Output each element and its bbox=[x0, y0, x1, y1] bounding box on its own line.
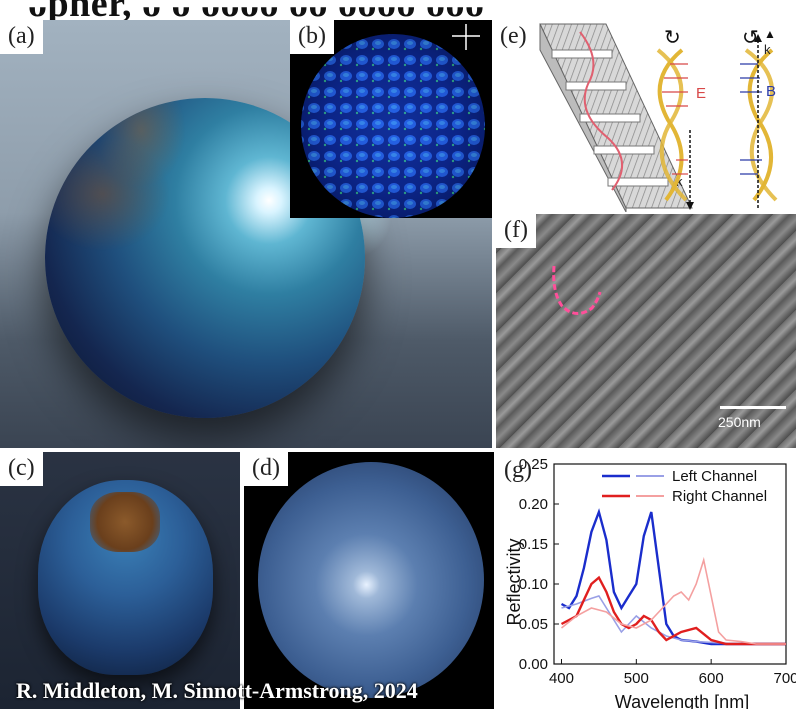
highlight-arc bbox=[552, 265, 602, 315]
y-tick-label: 0.00 bbox=[519, 656, 548, 673]
panel-d-berry-photo: (d) bbox=[244, 452, 494, 709]
x-tick-label: 600 bbox=[699, 670, 724, 687]
panel-c-berry-photo: (c) bbox=[0, 452, 240, 709]
panel-f-label: (f) bbox=[496, 214, 536, 248]
panel-c-label: (c) bbox=[0, 452, 43, 486]
header-strip: ᴗpher, ᴗ ᴗ ᴗᴗᴗᴗ ᴗᴗ ᴗᴗᴗᴗ ᴗᴗᴗ bbox=[0, 0, 796, 20]
legend-label: Left Channel bbox=[672, 468, 757, 485]
x-axis-label: Wavelength [nm] bbox=[615, 692, 749, 709]
stacked-layers-block bbox=[539, 23, 693, 212]
y-tick-label: 0.15 bbox=[519, 536, 548, 553]
polarizer-cross-icon bbox=[452, 24, 480, 50]
plot-frame bbox=[553, 463, 787, 665]
x-tick-label: 700 bbox=[773, 670, 796, 687]
panel-e-helicoid-diagram: k E ↻ k B ↺ ▲ (e) bbox=[496, 20, 796, 212]
berry-calyx-scar bbox=[90, 492, 160, 552]
e-vector-label: E bbox=[696, 85, 706, 102]
y-tick-label: 0.10 bbox=[519, 576, 548, 593]
chart-legend: Left Channel Right Channel bbox=[602, 468, 767, 505]
panel-d-label: (d) bbox=[244, 452, 288, 486]
panel-b-svg bbox=[301, 24, 485, 218]
k-vector-label-right: k bbox=[764, 42, 771, 57]
rotation-arrow-icon-right: ↺ bbox=[742, 27, 759, 49]
b-vector-label: B bbox=[766, 83, 776, 100]
scale-bar bbox=[720, 406, 786, 409]
rotation-arrow-icon-left: ↻ bbox=[664, 27, 681, 49]
panel-g-label: (g) bbox=[504, 457, 532, 483]
y-tick-label: 0.25 bbox=[519, 456, 548, 473]
panel-f-sem-image: (f) bbox=[496, 214, 796, 448]
y-tick-label: 0.20 bbox=[519, 496, 548, 513]
series-line-1 bbox=[560, 508, 786, 646]
x-tick-label: 500 bbox=[624, 670, 649, 687]
y-axis-label: Reflectivity bbox=[504, 538, 524, 625]
panel-b-label: (b) bbox=[290, 20, 334, 54]
arrow-up-icon: ▲ bbox=[764, 27, 776, 41]
photo-credit: R. Middleton, M. Sinnott-Armstrong, 2024 bbox=[16, 678, 418, 703]
round-blue-berry bbox=[258, 462, 484, 698]
panel-b-micrograph: (b) bbox=[290, 20, 492, 218]
e-field-helix bbox=[656, 48, 688, 202]
legend-label: Right Channel bbox=[672, 488, 767, 505]
panel-e-svg: k E ↻ k B ↺ ▲ bbox=[539, 23, 778, 212]
chart-series bbox=[560, 508, 786, 646]
panel-a-label: (a) bbox=[0, 20, 43, 54]
series-line-4 bbox=[561, 556, 786, 645]
reflectivity-chart: 0.00 0.05 0.10 0.15 0.20 0.25 400 500 600 700 Lef… bbox=[504, 456, 796, 709]
x-tick-label: 400 bbox=[549, 670, 574, 687]
series-line-3 bbox=[560, 575, 786, 646]
y-tick-label: 0.05 bbox=[519, 616, 548, 633]
cropped-heading-text: ᴗpher, ᴗ ᴗ ᴗᴗᴗᴗ ᴗᴗ ᴗᴗᴗᴗ ᴗᴗᴗ bbox=[28, 0, 485, 20]
scale-bar-label: 250nm bbox=[718, 414, 761, 430]
cell-disc-tint bbox=[301, 34, 485, 218]
k-vector-label: k bbox=[676, 174, 683, 189]
panel-g-reflectivity-chart: 0.00 0.05 0.10 0.15 0.20 0.25 400 500 600 700 Lef… bbox=[496, 452, 796, 709]
chart-axes: 0.00 0.05 0.10 0.15 0.20 0.25 400 500 600 700 bbox=[519, 456, 796, 687]
panel-e-label: (e) bbox=[500, 23, 527, 49]
panel-f-svg bbox=[552, 265, 602, 315]
